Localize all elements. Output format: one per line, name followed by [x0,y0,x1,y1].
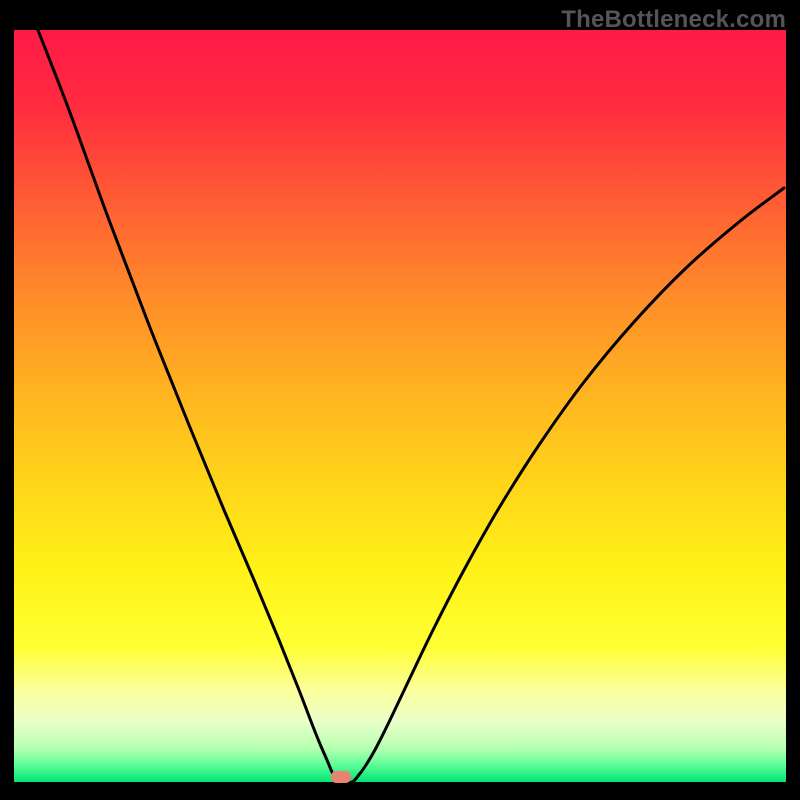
bottleneck-curve [14,30,786,782]
plot-area [14,30,786,782]
optimal-point-marker [331,771,351,783]
watermark-text: TheBottleneck.com [561,6,786,34]
